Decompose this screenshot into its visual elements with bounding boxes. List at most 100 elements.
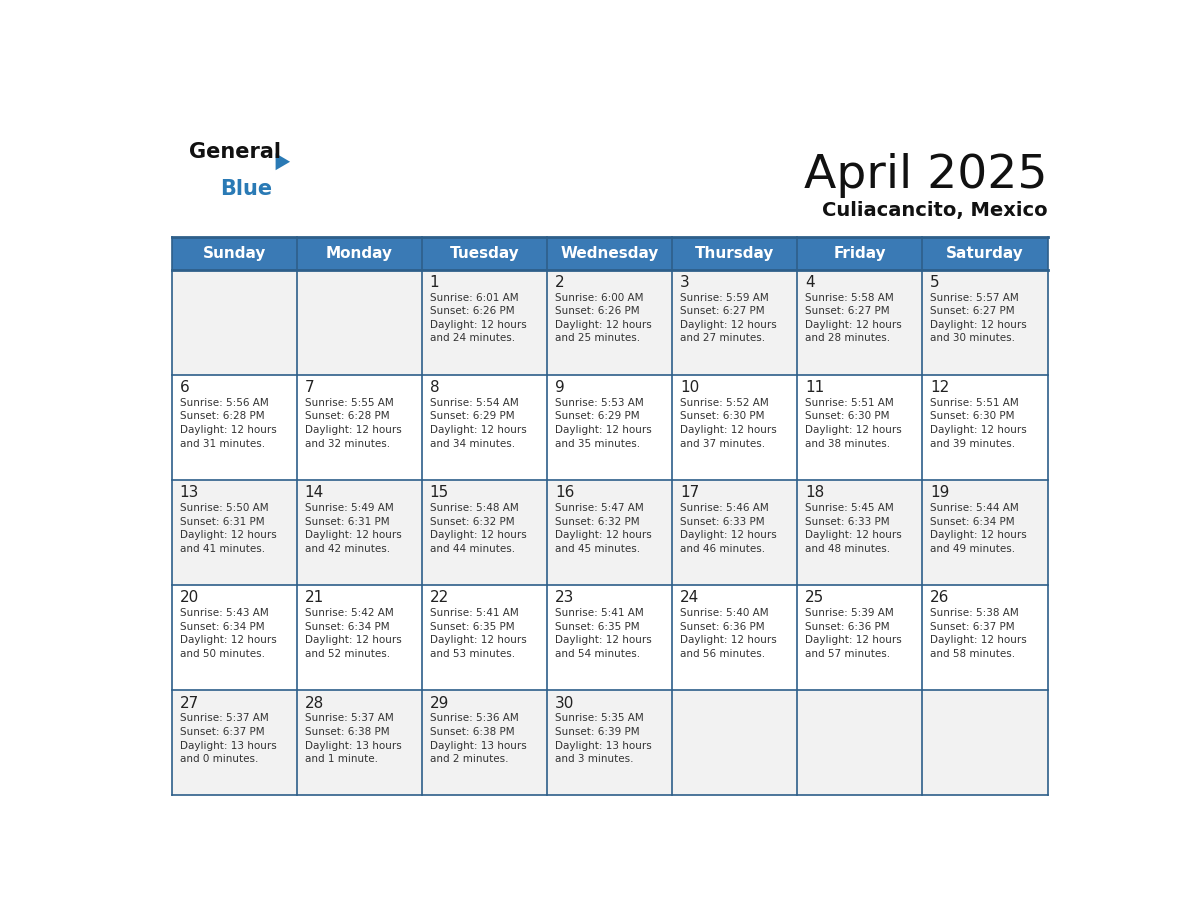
Text: Sunrise: 5:38 AM
Sunset: 6:37 PM
Daylight: 12 hours
and 58 minutes.: Sunrise: 5:38 AM Sunset: 6:37 PM Dayligh… bbox=[930, 609, 1026, 659]
Bar bbox=[922, 270, 1048, 375]
Text: Sunrise: 5:45 AM
Sunset: 6:33 PM
Daylight: 12 hours
and 48 minutes.: Sunrise: 5:45 AM Sunset: 6:33 PM Dayligh… bbox=[805, 503, 902, 554]
Text: Sunrise: 6:00 AM
Sunset: 6:26 PM
Daylight: 12 hours
and 25 minutes.: Sunrise: 6:00 AM Sunset: 6:26 PM Dayligh… bbox=[555, 293, 651, 343]
Bar bbox=[672, 270, 797, 375]
Text: 15: 15 bbox=[430, 486, 449, 500]
Text: 9: 9 bbox=[555, 380, 564, 395]
Text: April 2025: April 2025 bbox=[804, 152, 1048, 197]
Text: 23: 23 bbox=[555, 590, 574, 606]
Text: 18: 18 bbox=[805, 486, 824, 500]
Text: Sunrise: 5:41 AM
Sunset: 6:35 PM
Daylight: 12 hours
and 54 minutes.: Sunrise: 5:41 AM Sunset: 6:35 PM Dayligh… bbox=[555, 609, 651, 659]
Text: Blue: Blue bbox=[220, 179, 272, 199]
Text: 6: 6 bbox=[179, 380, 189, 395]
Bar bbox=[797, 480, 922, 585]
Bar bbox=[297, 585, 422, 690]
Bar bbox=[546, 690, 672, 796]
Text: Sunrise: 5:48 AM
Sunset: 6:32 PM
Daylight: 12 hours
and 44 minutes.: Sunrise: 5:48 AM Sunset: 6:32 PM Dayligh… bbox=[430, 503, 526, 554]
Text: 30: 30 bbox=[555, 696, 574, 711]
Text: Sunday: Sunday bbox=[203, 246, 266, 261]
Text: 10: 10 bbox=[680, 380, 700, 395]
Polygon shape bbox=[276, 153, 290, 170]
Text: 7: 7 bbox=[304, 380, 315, 395]
Text: 20: 20 bbox=[179, 590, 198, 606]
Text: 3: 3 bbox=[680, 274, 690, 290]
Bar bbox=[546, 270, 672, 375]
Bar bbox=[922, 690, 1048, 796]
Text: 12: 12 bbox=[930, 380, 949, 395]
Bar bbox=[172, 270, 297, 375]
Text: Sunrise: 5:59 AM
Sunset: 6:27 PM
Daylight: 12 hours
and 27 minutes.: Sunrise: 5:59 AM Sunset: 6:27 PM Dayligh… bbox=[680, 293, 777, 343]
Text: Sunrise: 5:36 AM
Sunset: 6:38 PM
Daylight: 13 hours
and 2 minutes.: Sunrise: 5:36 AM Sunset: 6:38 PM Dayligh… bbox=[430, 713, 526, 764]
Bar bbox=[672, 375, 797, 480]
Text: Sunrise: 5:42 AM
Sunset: 6:34 PM
Daylight: 12 hours
and 52 minutes.: Sunrise: 5:42 AM Sunset: 6:34 PM Dayligh… bbox=[304, 609, 402, 659]
Text: Sunrise: 5:52 AM
Sunset: 6:30 PM
Daylight: 12 hours
and 37 minutes.: Sunrise: 5:52 AM Sunset: 6:30 PM Dayligh… bbox=[680, 397, 777, 449]
Text: Sunrise: 5:35 AM
Sunset: 6:39 PM
Daylight: 13 hours
and 3 minutes.: Sunrise: 5:35 AM Sunset: 6:39 PM Dayligh… bbox=[555, 713, 651, 764]
Text: 21: 21 bbox=[304, 590, 324, 606]
Bar bbox=[297, 270, 422, 375]
Text: Sunrise: 6:01 AM
Sunset: 6:26 PM
Daylight: 12 hours
and 24 minutes.: Sunrise: 6:01 AM Sunset: 6:26 PM Dayligh… bbox=[430, 293, 526, 343]
Text: Sunrise: 5:46 AM
Sunset: 6:33 PM
Daylight: 12 hours
and 46 minutes.: Sunrise: 5:46 AM Sunset: 6:33 PM Dayligh… bbox=[680, 503, 777, 554]
Bar bbox=[797, 375, 922, 480]
Text: 2: 2 bbox=[555, 274, 564, 290]
Text: 25: 25 bbox=[805, 590, 824, 606]
Text: Sunrise: 5:51 AM
Sunset: 6:30 PM
Daylight: 12 hours
and 38 minutes.: Sunrise: 5:51 AM Sunset: 6:30 PM Dayligh… bbox=[805, 397, 902, 449]
Text: 5: 5 bbox=[930, 274, 940, 290]
Text: 27: 27 bbox=[179, 696, 198, 711]
Bar bbox=[546, 480, 672, 585]
Text: Sunrise: 5:41 AM
Sunset: 6:35 PM
Daylight: 12 hours
and 53 minutes.: Sunrise: 5:41 AM Sunset: 6:35 PM Dayligh… bbox=[430, 609, 526, 659]
Text: Wednesday: Wednesday bbox=[561, 246, 659, 261]
Text: Friday: Friday bbox=[834, 246, 886, 261]
Bar bbox=[672, 585, 797, 690]
Text: Sunrise: 5:55 AM
Sunset: 6:28 PM
Daylight: 12 hours
and 32 minutes.: Sunrise: 5:55 AM Sunset: 6:28 PM Dayligh… bbox=[304, 397, 402, 449]
Bar bbox=[546, 375, 672, 480]
Text: Thursday: Thursday bbox=[695, 246, 775, 261]
Text: 14: 14 bbox=[304, 486, 324, 500]
Bar bbox=[297, 480, 422, 585]
Text: 22: 22 bbox=[430, 590, 449, 606]
Bar bbox=[672, 480, 797, 585]
Text: 26: 26 bbox=[930, 590, 949, 606]
Bar bbox=[422, 375, 546, 480]
Bar bbox=[172, 237, 1048, 270]
Text: 29: 29 bbox=[430, 696, 449, 711]
Text: Monday: Monday bbox=[326, 246, 393, 261]
Text: 24: 24 bbox=[680, 590, 700, 606]
Text: 8: 8 bbox=[430, 380, 440, 395]
Text: Sunrise: 5:50 AM
Sunset: 6:31 PM
Daylight: 12 hours
and 41 minutes.: Sunrise: 5:50 AM Sunset: 6:31 PM Dayligh… bbox=[179, 503, 277, 554]
Bar bbox=[172, 585, 297, 690]
Text: Culiacancito, Mexico: Culiacancito, Mexico bbox=[822, 201, 1048, 220]
Text: 13: 13 bbox=[179, 486, 198, 500]
Bar bbox=[797, 585, 922, 690]
Text: 4: 4 bbox=[805, 274, 815, 290]
Text: Sunrise: 5:56 AM
Sunset: 6:28 PM
Daylight: 12 hours
and 31 minutes.: Sunrise: 5:56 AM Sunset: 6:28 PM Dayligh… bbox=[179, 397, 277, 449]
Text: Sunrise: 5:37 AM
Sunset: 6:37 PM
Daylight: 13 hours
and 0 minutes.: Sunrise: 5:37 AM Sunset: 6:37 PM Dayligh… bbox=[179, 713, 277, 764]
Text: Sunrise: 5:51 AM
Sunset: 6:30 PM
Daylight: 12 hours
and 39 minutes.: Sunrise: 5:51 AM Sunset: 6:30 PM Dayligh… bbox=[930, 397, 1026, 449]
Text: General: General bbox=[189, 142, 280, 162]
Bar bbox=[172, 480, 297, 585]
Text: 11: 11 bbox=[805, 380, 824, 395]
Text: 17: 17 bbox=[680, 486, 700, 500]
Text: Sunrise: 5:49 AM
Sunset: 6:31 PM
Daylight: 12 hours
and 42 minutes.: Sunrise: 5:49 AM Sunset: 6:31 PM Dayligh… bbox=[304, 503, 402, 554]
Text: Sunrise: 5:44 AM
Sunset: 6:34 PM
Daylight: 12 hours
and 49 minutes.: Sunrise: 5:44 AM Sunset: 6:34 PM Dayligh… bbox=[930, 503, 1026, 554]
Bar bbox=[922, 480, 1048, 585]
Bar bbox=[422, 585, 546, 690]
Bar bbox=[922, 375, 1048, 480]
Text: Saturday: Saturday bbox=[946, 246, 1024, 261]
Text: Sunrise: 5:40 AM
Sunset: 6:36 PM
Daylight: 12 hours
and 56 minutes.: Sunrise: 5:40 AM Sunset: 6:36 PM Dayligh… bbox=[680, 609, 777, 659]
Bar bbox=[172, 690, 297, 796]
Bar bbox=[297, 375, 422, 480]
Bar bbox=[422, 480, 546, 585]
Text: Sunrise: 5:37 AM
Sunset: 6:38 PM
Daylight: 13 hours
and 1 minute.: Sunrise: 5:37 AM Sunset: 6:38 PM Dayligh… bbox=[304, 713, 402, 764]
Text: 28: 28 bbox=[304, 696, 324, 711]
Text: 1: 1 bbox=[430, 274, 440, 290]
Text: Sunrise: 5:58 AM
Sunset: 6:27 PM
Daylight: 12 hours
and 28 minutes.: Sunrise: 5:58 AM Sunset: 6:27 PM Dayligh… bbox=[805, 293, 902, 343]
Text: Sunrise: 5:53 AM
Sunset: 6:29 PM
Daylight: 12 hours
and 35 minutes.: Sunrise: 5:53 AM Sunset: 6:29 PM Dayligh… bbox=[555, 397, 651, 449]
Bar bbox=[172, 375, 297, 480]
Text: Sunrise: 5:57 AM
Sunset: 6:27 PM
Daylight: 12 hours
and 30 minutes.: Sunrise: 5:57 AM Sunset: 6:27 PM Dayligh… bbox=[930, 293, 1026, 343]
Bar bbox=[797, 270, 922, 375]
Text: 16: 16 bbox=[555, 486, 574, 500]
Bar bbox=[422, 270, 546, 375]
Bar bbox=[922, 585, 1048, 690]
Bar bbox=[546, 585, 672, 690]
Bar bbox=[797, 690, 922, 796]
Bar bbox=[297, 690, 422, 796]
